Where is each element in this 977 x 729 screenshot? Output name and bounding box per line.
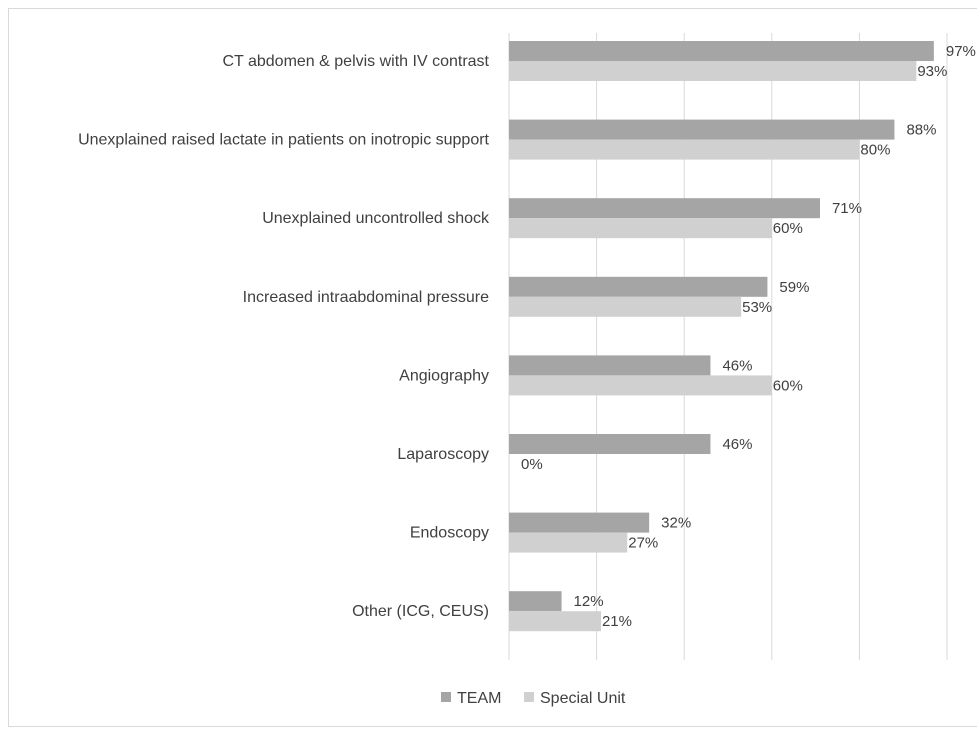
data-label: 80%	[860, 142, 890, 159]
data-label: 21%	[602, 613, 632, 630]
category-label: Increased intraabdominal pressure	[243, 289, 489, 306]
bar-special-unit	[509, 296, 742, 317]
legend-swatch	[524, 692, 534, 702]
data-label: 60%	[773, 220, 803, 237]
category-label: Unexplained raised lactate in patients o…	[78, 132, 489, 149]
data-label: 32%	[661, 515, 691, 532]
legend-label: TEAM	[457, 690, 501, 707]
data-label: 93%	[917, 63, 947, 80]
bar-team	[509, 276, 768, 297]
data-label: 53%	[742, 299, 772, 316]
legend-label: Special Unit	[540, 690, 626, 707]
data-label: 0%	[521, 456, 543, 473]
category-label: Laparoscopy	[397, 446, 489, 463]
data-label: 27%	[628, 535, 658, 552]
bar-team	[509, 119, 895, 140]
bar-team	[509, 512, 650, 533]
category-label: Other (ICG, CEUS)	[352, 603, 489, 620]
data-label: 46%	[722, 436, 752, 453]
category-label: CT abdomen & pelvis with IV contrast	[223, 53, 490, 70]
bar-team	[509, 41, 934, 61]
data-label: 71%	[832, 200, 862, 217]
chart-frame	[8, 8, 977, 727]
bar-special-unit	[509, 218, 772, 239]
bar-special-unit	[509, 611, 601, 632]
legend-swatch	[441, 692, 451, 702]
data-label: 60%	[773, 377, 803, 394]
data-label: 46%	[722, 357, 752, 374]
category-label: Angiography	[399, 367, 489, 384]
category-label: Endoscopy	[410, 525, 489, 542]
bar-special-unit	[509, 61, 917, 81]
category-label: Unexplained uncontrolled shock	[262, 210, 490, 227]
bar-special-unit	[509, 139, 860, 160]
data-label: 59%	[779, 279, 809, 296]
bar-special-unit	[509, 375, 772, 396]
bar-team	[509, 434, 711, 454]
data-label: 88%	[906, 122, 936, 139]
bar-team	[509, 198, 820, 219]
bar-special-unit	[509, 532, 628, 553]
data-label: 12%	[574, 593, 604, 610]
data-label: 97%	[946, 43, 976, 60]
bar-team	[509, 355, 711, 376]
bar-team	[509, 591, 562, 612]
